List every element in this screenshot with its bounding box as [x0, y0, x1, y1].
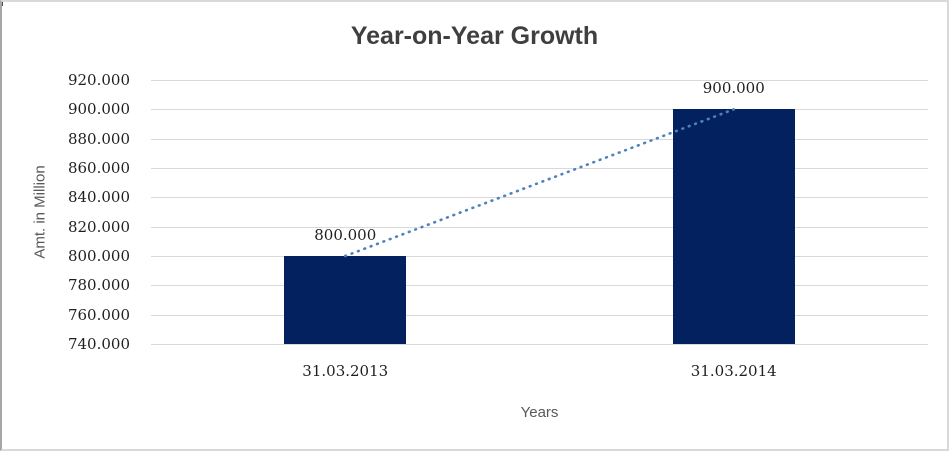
- plot-area: 800.000 900.000: [151, 79, 928, 345]
- y-tick-label: 760.000: [67, 305, 130, 324]
- y-tick-label: 780.000: [67, 276, 130, 295]
- gridline: [151, 168, 928, 169]
- chart-title: Year-on-Year Growth: [350, 22, 599, 50]
- x-tick-label: 31.03.2013: [302, 362, 389, 380]
- gridline: [151, 197, 928, 199]
- gridline: [151, 80, 928, 81]
- gridline: [151, 314, 928, 316]
- gridline: [151, 285, 928, 287]
- x-tick-label: 31.03.2014: [690, 362, 777, 380]
- y-tick-label: 800.000: [67, 247, 130, 265]
- gridline: [151, 256, 928, 257]
- trendline: [343, 108, 736, 258]
- y-tick-label: 920.000: [67, 71, 130, 89]
- gridline: [151, 138, 928, 140]
- y-tick-label: 860.000: [67, 159, 130, 177]
- bar-value-label: 900.000: [702, 79, 765, 98]
- bar: [284, 256, 407, 344]
- gridline: [151, 109, 928, 111]
- y-tick-label: 840.000: [67, 188, 130, 207]
- y-tick-label: 740.000: [67, 335, 130, 353]
- bar: [672, 109, 795, 344]
- x-axis-line: [151, 344, 928, 345]
- y-tick-label: 820.000: [67, 217, 130, 236]
- y-tick-label: 880.000: [67, 129, 130, 148]
- frame-corner-chip: [2, 2, 3, 6]
- gridline: [151, 226, 928, 228]
- x-axis-title: Years: [520, 404, 559, 421]
- y-axis-title: Amt. in Million: [31, 165, 49, 259]
- bar-value-label: 800.000: [314, 226, 377, 244]
- y-tick-label: 900.000: [67, 100, 130, 119]
